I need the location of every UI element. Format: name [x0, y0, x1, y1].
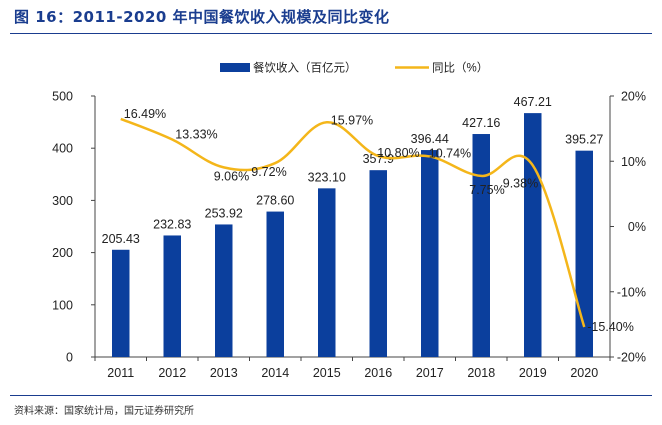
bar	[318, 188, 336, 357]
chart-title: 图 16：2011-2020 年中国餐饮收入规模及同比变化	[14, 8, 390, 26]
growth-value-label: 9.72%	[251, 165, 286, 179]
growth-value-label: -15.40%	[587, 320, 634, 334]
title-divider	[10, 33, 652, 34]
bar-value-label: 395.27	[565, 133, 603, 147]
source-note: 资料来源：国家统计局，国元证券研究所	[14, 406, 194, 417]
legend-bar-swatch	[220, 63, 250, 72]
x-tick-label: 2011	[107, 366, 134, 380]
growth-value-label: 13.33%	[175, 128, 217, 142]
bar-value-label: 253.92	[205, 206, 243, 220]
bar	[575, 150, 593, 357]
bar	[421, 150, 439, 357]
x-tick-label: 2015	[313, 366, 341, 380]
growth-value-label: 7.75%	[469, 183, 504, 197]
legend: 餐饮收入（百亿元） 同比（%）	[220, 61, 488, 75]
growth-line-series	[120, 117, 586, 328]
x-tick-label: 2017	[416, 366, 444, 380]
y-left-tick-label: 200	[52, 246, 73, 260]
bar	[215, 224, 233, 357]
y-left-tick-label: 500	[52, 90, 73, 104]
legend-line-label: 同比（%）	[432, 62, 488, 75]
bar	[472, 134, 490, 357]
growth-value-label: 10.80%	[377, 146, 419, 160]
y-right-tick-label: 10%	[621, 155, 646, 169]
y-left-tick-label: 100	[52, 298, 73, 312]
y-left-tick-label: 300	[52, 194, 73, 208]
bar	[112, 249, 130, 357]
bar	[369, 170, 387, 357]
bar-value-label: 357.9	[363, 152, 394, 166]
growth-value-label: 9.06%	[214, 169, 249, 183]
bar-value-label: 232.83	[153, 217, 191, 231]
y-left-tick-label: 400	[52, 142, 73, 156]
growth-labels: 16.49% 13.33% 9.06% 9.72% 15.97% 10.80% 10.74%…	[124, 107, 634, 334]
footer-divider	[10, 395, 652, 396]
growth-value-label: 9.38%	[503, 176, 538, 190]
bar-value-label: 323.10	[308, 170, 346, 184]
bar-value-label: 467.21	[514, 95, 552, 109]
bar-value-label: 427.16	[462, 116, 500, 130]
bar-value-label: 205.43	[102, 232, 140, 246]
growth-value-label: 15.97%	[331, 113, 373, 127]
x-tick-label: 2012	[158, 366, 186, 380]
x-tick-label: 2019	[519, 366, 547, 380]
bar	[266, 211, 284, 357]
bar-series	[112, 113, 593, 357]
bar-labels: 205.43 232.83 253.92 278.60 323.10 357.9 396.4…	[102, 95, 604, 246]
y-right-tick-label: -10%	[617, 285, 646, 299]
x-tick-label: 2014	[261, 366, 289, 380]
bar-value-label: 396.44	[411, 132, 449, 146]
legend-bar-label: 餐饮收入（百亿元）	[253, 61, 357, 75]
x-tick-label: 2020	[570, 366, 598, 380]
x-tick-label: 2016	[364, 366, 392, 380]
y-right-tick-label: 20%	[621, 90, 646, 104]
x-tick-label: 2018	[467, 366, 495, 380]
growth-value-label: 10.74%	[429, 146, 471, 160]
x-tick-label: 2013	[210, 366, 238, 380]
bar	[524, 113, 542, 357]
y-right-tick-label: -20%	[617, 351, 646, 365]
revenue-chart: 餐饮收入（百亿元） 同比（%） 0 100 200 300 400 500 -20% -10%…	[52, 61, 646, 381]
y-right-tick-label: 0%	[628, 220, 646, 234]
bar-value-label: 278.60	[256, 194, 294, 208]
growth-value-label: 16.49%	[124, 107, 166, 121]
bar	[163, 235, 181, 357]
y-left-tick-label: 0	[66, 351, 73, 365]
